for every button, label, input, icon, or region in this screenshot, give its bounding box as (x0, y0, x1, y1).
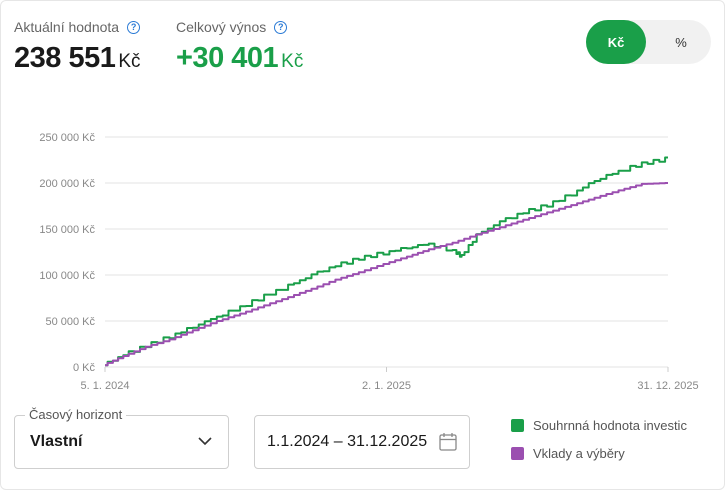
y-tick-label: 250 000 Kč (39, 132, 95, 144)
y-tick-label: 200 000 Kč (39, 178, 95, 190)
portfolio-line-chart: 0 Kč 50 000 Kč 100 000 Kč 150 000 Kč 200 000… (39, 132, 699, 392)
series-line-deposits (105, 182, 668, 367)
x-tick-label: 2. 1. 2025 (362, 380, 411, 392)
chevron-down-icon (198, 437, 212, 446)
unit-toggle-percent-button[interactable]: % (675, 34, 687, 50)
y-tick-label: 150 000 Kč (39, 224, 95, 236)
current-value-label: Aktuální hodnota (14, 19, 120, 35)
chart-gridlines (105, 136, 668, 368)
date-range-picker[interactable]: 1.1.2024 – 31.12.2025 (254, 415, 470, 469)
unit-toggle: Kč % (586, 20, 711, 64)
time-horizon-value: Vlastní (30, 433, 83, 450)
legend-swatch (511, 446, 524, 460)
date-range-value: 1.1.2024 – 31.12.2025 (267, 433, 428, 450)
legend-item-deposits[interactable]: Vklady a výběry (511, 445, 687, 461)
chart-legend: Souhrnná hodnota investic Vklady a výběr… (511, 417, 687, 473)
time-horizon-select[interactable]: Časový horizont Vlastní (14, 407, 229, 469)
y-tick-label: 100 000 Kč (39, 270, 95, 282)
time-horizon-label: Časový horizont (25, 407, 127, 422)
chart-series (105, 156, 668, 367)
total-yield-amount: +30 401 (176, 42, 279, 74)
x-tick-label: 5. 1. 2024 (81, 380, 130, 392)
y-axis-ticks: 0 Kč 50 000 Kč 100 000 Kč 150 000 Kč 200 000… (39, 132, 95, 374)
y-tick-label: 50 000 Kč (45, 316, 95, 328)
help-icon[interactable]: ? (127, 20, 141, 34)
total-yield-kpi: Celkový výnos ? +30 401 Kč (176, 19, 303, 75)
y-tick-label: 0 Kč (73, 362, 96, 374)
current-value-unit: Kč (118, 51, 141, 72)
legend-label: Vklady a výběry (533, 445, 625, 461)
unit-toggle-czk-button[interactable]: Kč (586, 20, 646, 64)
legend-item-portfolio[interactable]: Souhrnná hodnota investic (511, 417, 687, 433)
help-icon[interactable]: ? (274, 20, 288, 34)
x-axis-ticks: 5. 1. 2024 2. 1. 2025 31. 12. 2025 (81, 367, 699, 392)
current-value-amount: 238 551 (14, 42, 116, 74)
current-value-kpi: Aktuální hodnota ? 238 551 Kč (14, 19, 141, 75)
legend-label: Souhrnná hodnota investic (533, 417, 687, 433)
legend-swatch (511, 418, 524, 432)
total-yield-unit: Kč (281, 51, 304, 72)
series-line-portfolio-value (105, 156, 668, 367)
total-yield-label: Celkový výnos (176, 19, 267, 35)
x-tick-label: 31. 12. 2025 (637, 380, 698, 392)
calendar-icon (439, 433, 457, 451)
